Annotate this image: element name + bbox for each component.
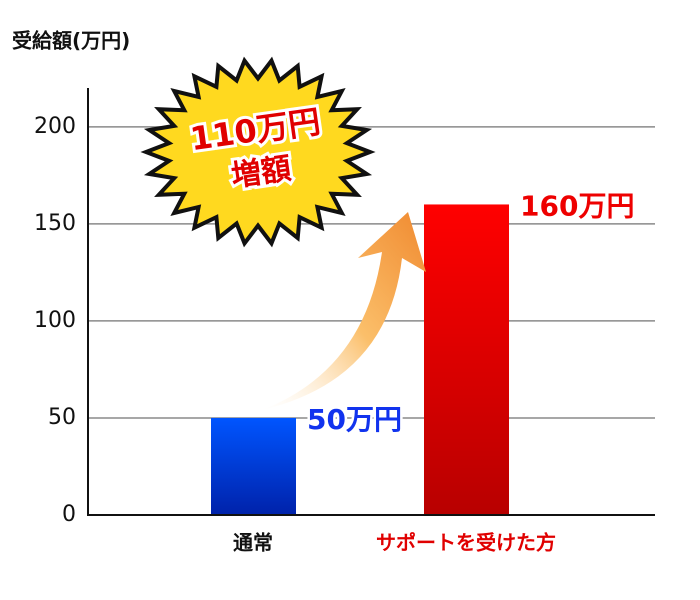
- y-tick-label: 200: [34, 114, 76, 139]
- y-tick-label: 0: [62, 502, 76, 527]
- x-tick-label: 通常: [233, 531, 273, 555]
- x-tick-label: サポートを受けた方: [376, 531, 556, 555]
- increase-arrow: [262, 212, 426, 410]
- y-axis-label: 受給額(万円): [12, 29, 130, 53]
- value-label: 160万円: [520, 189, 634, 222]
- bar: [211, 417, 296, 515]
- y-tick-label: 100: [34, 308, 76, 333]
- y-tick-label: 150: [34, 211, 76, 236]
- burst-text: 110万円 増額: [185, 99, 326, 197]
- value-label: 50万円: [307, 403, 402, 436]
- burst: [140, 56, 376, 248]
- bars: [211, 204, 509, 516]
- bar: [424, 204, 509, 516]
- y-tick-label: 50: [48, 405, 76, 430]
